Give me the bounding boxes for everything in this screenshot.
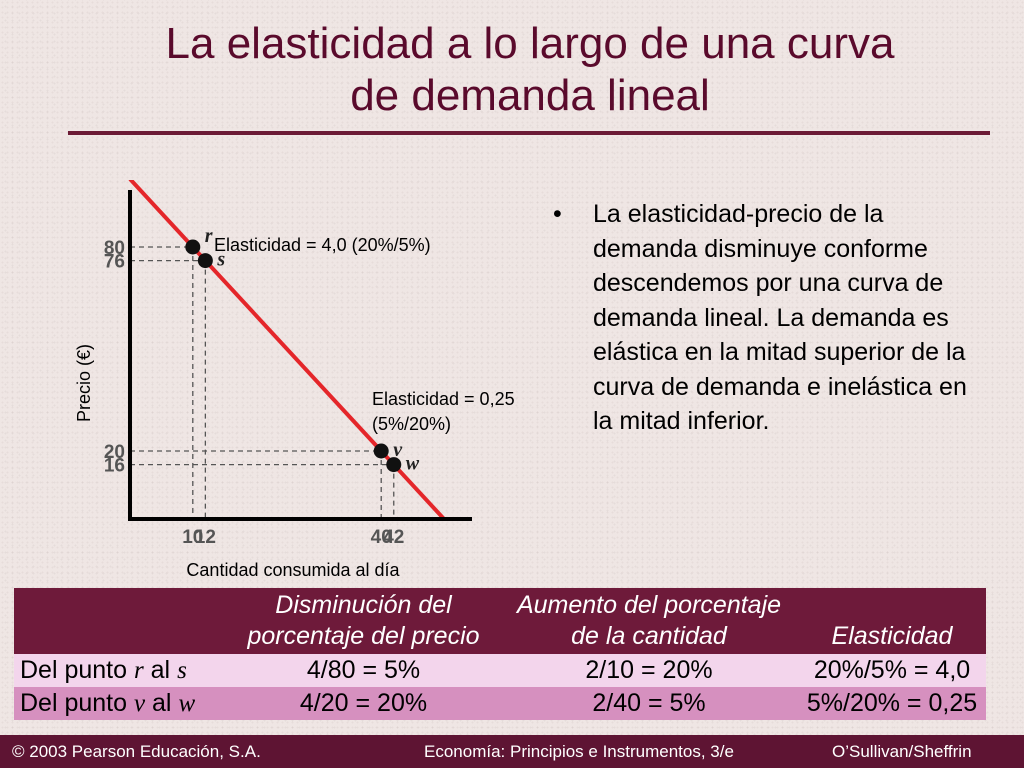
price-change-cell: 4/80 = 5% — [227, 654, 500, 687]
point-label-v: v — [393, 439, 403, 461]
footer-authors: O’Sullivan/Sheffrin — [832, 742, 972, 761]
slide-title: La elasticidad a lo largo de una curva d… — [60, 18, 1000, 122]
point-label-r: r — [205, 225, 213, 247]
y-axis-label: Precio (€) — [74, 344, 94, 422]
quantity-change-cell: 2/10 = 20% — [500, 654, 798, 687]
data-point-w — [386, 457, 402, 473]
point-label-w: w — [406, 453, 420, 475]
title-underline — [68, 131, 990, 135]
elasticity-cell: 5%/20% = 0,25 — [798, 687, 986, 720]
title-line-2: de demanda lineal — [350, 71, 710, 120]
x-axis-label: Cantidad consumida al día — [186, 560, 400, 580]
header-elasticity: Elasticidad — [798, 588, 986, 654]
header-price-decrease: Disminución del porcentaje del precio — [227, 588, 500, 654]
row-label: Del punto v al w — [14, 687, 227, 720]
x-tick-label: 10 — [182, 527, 203, 548]
y-tick-label: 80 — [104, 238, 125, 259]
data-point-v — [373, 443, 389, 459]
table-row: Del punto v al w 4/20 = 20% 2/40 = 5% 5%… — [14, 687, 986, 720]
header-quantity-increase: Aumento del porcentaje de la cantidad — [500, 588, 798, 654]
annotation-upper: Elasticidad = 4,0 (20%/5%) — [214, 235, 431, 255]
bullet-dot: • — [553, 200, 562, 228]
data-point-s — [197, 253, 213, 269]
row-label: Del punto r al s — [14, 654, 227, 687]
elasticity-cell: 20%/5% = 4,0 — [798, 654, 986, 687]
x-tick-label: 42 — [383, 527, 404, 548]
bullet-paragraph: • La elasticidad-precio de la demanda di… — [553, 197, 993, 439]
x-tick-label: 12 — [195, 527, 216, 548]
footer-bar: © 2003 Pearson Educación, S.A. Economía:… — [0, 735, 1024, 768]
footer-book-title: Economía: Principios e Instrumentos, 3/e — [424, 742, 734, 761]
data-point-r — [185, 239, 201, 255]
annotation-lower-2: (5%/20%) — [372, 414, 451, 434]
y-tick-label: 16 — [104, 456, 125, 477]
footer-copyright: © 2003 Pearson Educación, S.A. — [12, 742, 261, 761]
annotation-lower-1: Elasticidad = 0,25 — [372, 389, 515, 409]
table-row: Del punto r al s 4/80 = 5% 2/10 = 20% 20… — [14, 654, 986, 687]
elasticity-table: Disminución del porcentaje del precio Au… — [14, 588, 986, 720]
point-label-s: s — [216, 249, 225, 271]
price-change-cell: 4/20 = 20% — [227, 687, 500, 720]
title-line-1: La elasticidad a lo largo de una curva — [165, 19, 895, 68]
bullet-text: La elasticidad-precio de la demanda dism… — [593, 200, 967, 435]
quantity-change-cell: 2/40 = 5% — [500, 687, 798, 720]
y-tick-label: 76 — [104, 252, 125, 273]
table-header-row: Disminución del porcentaje del precio Au… — [14, 588, 986, 654]
y-tick-label: 20 — [104, 442, 125, 463]
x-tick-label: 40 — [371, 527, 392, 548]
